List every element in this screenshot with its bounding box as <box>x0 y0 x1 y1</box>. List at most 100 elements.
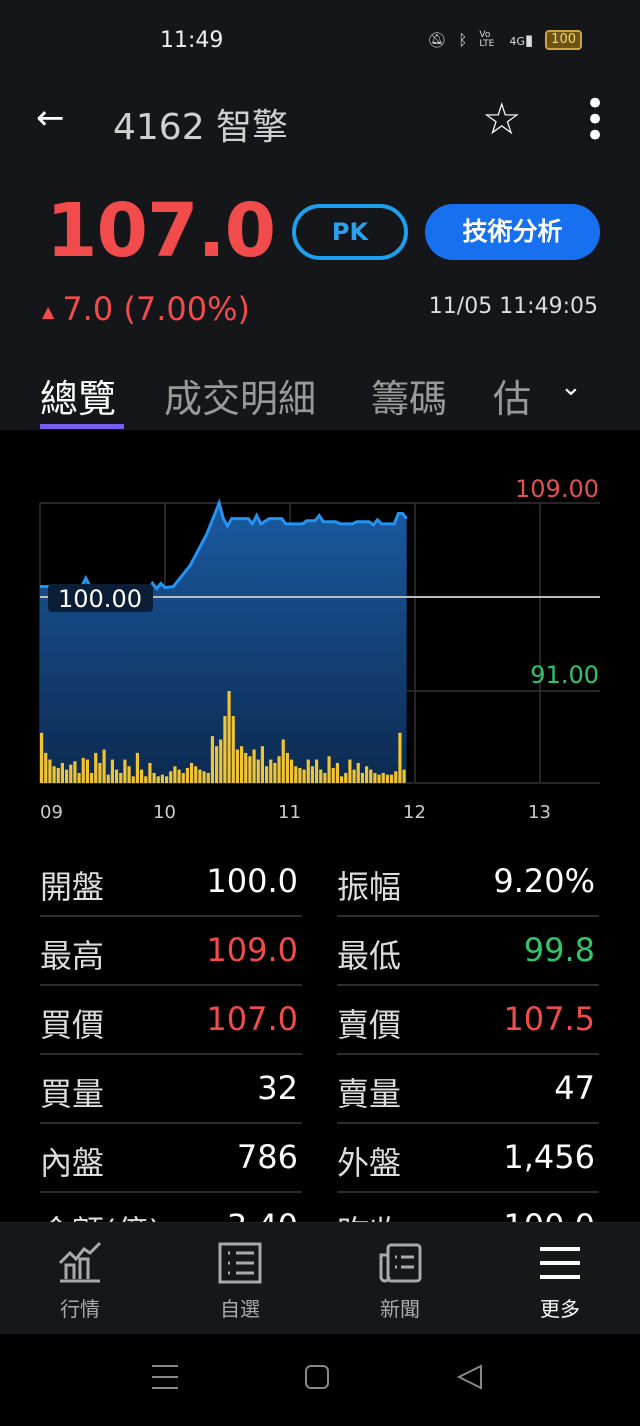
tab-overview[interactable]: 總覽 <box>40 377 117 421</box>
volume-bar <box>323 772 327 783</box>
favorite-star-icon[interactable]: ☆ <box>482 94 522 145</box>
stat-row: 外盤 1,456 <box>337 1124 599 1193</box>
volume-bar <box>335 762 339 783</box>
volume-bar <box>327 756 331 783</box>
volume-bar <box>160 774 164 783</box>
nav-more-label: 更多 <box>540 1297 580 1321</box>
stat-row: 賣價 107.5 <box>337 986 599 1055</box>
more-options-icon[interactable]: • • • <box>584 84 606 156</box>
volume-bar <box>215 746 219 783</box>
volume-bar <box>244 752 248 783</box>
volume-bar <box>102 749 106 783</box>
volume-bar <box>60 762 64 783</box>
stat-label: 外盤 <box>337 1144 402 1182</box>
volume-bar <box>90 772 94 783</box>
volume-bar <box>235 749 239 783</box>
status-time: 11:49 <box>160 28 224 53</box>
x-tick-label: 12 <box>403 802 426 823</box>
volume-bar <box>344 772 348 783</box>
chart-icon <box>58 1241 102 1283</box>
home-icon[interactable] <box>305 1365 329 1389</box>
volume-bar <box>390 774 394 783</box>
nav-news[interactable]: 新聞 <box>340 1223 460 1335</box>
volume-bar <box>273 762 277 783</box>
stat-value: 9.20% <box>493 862 595 900</box>
system-nav-bar <box>0 1334 640 1422</box>
volume-bar <box>265 766 269 783</box>
bluetooth-icon: ᛒ <box>458 31 468 49</box>
stat-label: 賣量 <box>337 1075 402 1113</box>
news-icon <box>379 1243 422 1283</box>
stock-title: 4162 智擎 <box>113 107 289 148</box>
technical-analysis-button[interactable]: 技術分析 <box>425 204 600 260</box>
nav-more[interactable]: 更多 <box>500 1223 620 1335</box>
volume-bar <box>319 769 323 783</box>
volume-bar <box>73 761 77 783</box>
volume-bar <box>169 771 173 783</box>
volume-bar <box>181 772 185 783</box>
nav-watchlist-label: 自選 <box>220 1297 260 1321</box>
recents-icon[interactable] <box>152 1365 178 1389</box>
nav-market-label: 行情 <box>60 1297 100 1321</box>
volume-bar <box>131 776 135 783</box>
x-tick-label: 11 <box>278 802 301 823</box>
stat-row: 最低 99.8 <box>337 917 599 986</box>
volume-bar <box>52 766 56 783</box>
nav-news-label: 新聞 <box>380 1297 420 1321</box>
reference-price-label: 100.00 <box>58 585 142 613</box>
volume-bar <box>173 766 177 783</box>
stat-label: 開盤 <box>40 868 105 906</box>
stat-value: 1,456 <box>503 1138 595 1176</box>
nav-market[interactable]: 行情 <box>20 1223 140 1335</box>
volume-bar <box>248 756 252 783</box>
back-arrow-icon[interactable]: ← <box>36 98 65 138</box>
volume-bar <box>202 771 206 783</box>
volume-bar <box>106 774 110 783</box>
back-nav-icon[interactable] <box>456 1364 482 1390</box>
stat-value: 109.0 <box>206 931 298 969</box>
volume-bar <box>373 772 377 783</box>
bottom-nav: 行情 自選 新聞 更多 <box>0 1222 640 1334</box>
volume-bar <box>56 767 60 783</box>
volume-bar <box>281 739 285 783</box>
volume-bar <box>140 769 144 783</box>
volume-bar <box>165 776 169 783</box>
tab-chips[interactable]: 籌碼 <box>371 377 448 421</box>
chevron-down-icon[interactable]: ⌄ <box>560 372 582 402</box>
tab-valuation[interactable]: 估 <box>493 377 532 421</box>
volume-bar <box>285 752 289 783</box>
volume-bar <box>44 752 48 783</box>
active-tab-indicator <box>40 424 124 429</box>
volume-bar <box>269 759 273 783</box>
pk-button[interactable]: PK <box>292 204 408 260</box>
volume-bar <box>348 759 352 783</box>
x-tick-label: 10 <box>153 802 176 823</box>
volume-bar <box>302 769 306 783</box>
up-triangle-icon: ▲ <box>42 301 55 321</box>
quote-timestamp: 11/05 11:49:05 <box>428 294 598 319</box>
volume-bar <box>206 772 210 783</box>
volume-bar <box>69 764 73 783</box>
volume-bar <box>148 762 152 783</box>
stat-value: 100.0 <box>206 862 298 900</box>
volume-bar <box>252 749 256 783</box>
x-tick-label: 09 <box>40 802 63 823</box>
volume-bar <box>298 767 302 783</box>
stat-value: 47 <box>554 1069 595 1107</box>
volume-bar <box>352 769 356 783</box>
status-bar: 11:49 🔕︎ ᛒ Vo LTE 4G▮ 100 <box>0 28 640 58</box>
volume-bar <box>369 769 373 783</box>
volume-bar <box>110 759 114 783</box>
stat-value: 32 <box>257 1069 298 1107</box>
intraday-chart[interactable]: 100.00 109.00 91.00 09 10 11 12 13 <box>0 460 640 830</box>
stat-row: 開盤 100.0 <box>40 848 302 917</box>
nav-watchlist[interactable]: 自選 <box>180 1223 300 1335</box>
tab-bar: 總覽 成交明細 籌碼 估 ⌄ <box>0 362 640 430</box>
stat-value: 786 <box>236 1138 298 1176</box>
volume-bar <box>177 769 181 783</box>
volume-bar <box>98 762 102 783</box>
stat-row: 買量 32 <box>40 1055 302 1124</box>
volume-bar <box>115 769 119 783</box>
tab-trade-details[interactable]: 成交明細 <box>164 377 317 421</box>
volume-bar <box>360 772 364 783</box>
